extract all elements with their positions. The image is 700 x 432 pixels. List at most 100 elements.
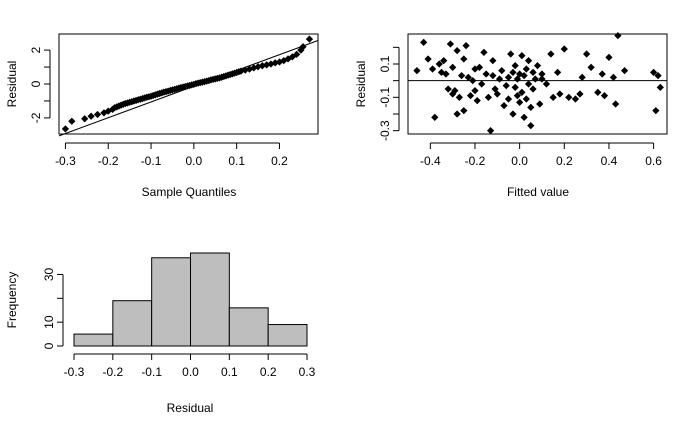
residual-point xyxy=(529,85,537,93)
qq-plot-frame xyxy=(58,33,319,135)
qq-y-tick-label: 2 xyxy=(29,46,43,53)
residual-point xyxy=(522,65,530,73)
residual-point xyxy=(531,75,539,83)
residual-point xyxy=(473,97,481,105)
residual-point xyxy=(457,72,466,80)
residual-point xyxy=(654,72,662,80)
residual-point xyxy=(413,67,421,75)
histogram-bar xyxy=(267,324,308,347)
qq-y-tick-label: 0 xyxy=(29,80,43,87)
qq-x-tick-label: -0.1 xyxy=(141,154,162,168)
residual-point xyxy=(431,113,439,121)
residual-point xyxy=(466,92,475,100)
fitted-x-tick-label: 0.6 xyxy=(645,154,662,168)
residual-point xyxy=(612,100,620,108)
residual-point xyxy=(527,103,535,111)
residual-point xyxy=(620,67,629,75)
histogram-x-tick-label: -0.3 xyxy=(64,365,85,379)
residual-point xyxy=(460,107,468,115)
qq-x-tick-label: -0.2 xyxy=(98,154,119,168)
residual-point xyxy=(518,88,526,96)
qq-point xyxy=(87,112,95,120)
histogram-x-tick-label: 0.2 xyxy=(260,365,277,379)
residual-point xyxy=(516,98,524,106)
histogram-y-tick-label: 0 xyxy=(42,342,56,349)
histogram-bar xyxy=(151,257,192,347)
residual-point xyxy=(560,45,568,53)
residual-point xyxy=(484,93,493,101)
fitted-x-tick-label: 0.2 xyxy=(556,154,573,168)
residual-point xyxy=(527,122,535,130)
residual-point xyxy=(504,95,513,103)
residual-point xyxy=(524,57,533,65)
residual-point xyxy=(509,68,517,76)
qq-point xyxy=(61,125,70,133)
residual-point xyxy=(482,70,490,78)
histogram-x-tick-label: 0.3 xyxy=(299,365,316,379)
residual-point xyxy=(520,72,528,80)
residual-point xyxy=(547,50,555,58)
fitted-x-tick-label: -0.4 xyxy=(420,154,441,168)
residual-point xyxy=(522,95,530,103)
residual-point xyxy=(493,90,501,98)
residual-point xyxy=(491,85,499,93)
residual-vs-fitted-panel: -0.4 -0.2 0.0 0.2 0.4 0.6 -0.3 -0.1 0.1 Fitted … xyxy=(354,32,668,199)
histogram-bar xyxy=(112,300,153,347)
residual-point xyxy=(600,92,609,100)
residual-point xyxy=(513,75,522,83)
residual-point xyxy=(509,110,517,118)
residual-point xyxy=(533,62,542,70)
qq-point xyxy=(305,35,314,43)
histogram-bar xyxy=(73,333,114,347)
residual-point xyxy=(442,70,450,78)
residual-point xyxy=(582,50,591,58)
qq-y-tick-label: -2 xyxy=(29,112,43,123)
residual-point xyxy=(556,90,564,98)
qq-x-tick-label: -0.3 xyxy=(55,154,76,168)
fitted-y-tick-label: 0.1 xyxy=(378,55,392,72)
histogram-y-tick-label: 30 xyxy=(42,267,56,281)
residual-point xyxy=(440,57,448,65)
qq-point xyxy=(93,110,102,119)
residual-point xyxy=(498,67,506,75)
residual-point xyxy=(518,52,526,60)
residual-point xyxy=(511,62,519,70)
residual-point xyxy=(524,80,533,88)
qq-point xyxy=(299,43,307,51)
fitted-x-axis: -0.4 -0.2 0.0 0.2 0.4 0.6 xyxy=(420,142,662,168)
residual-point xyxy=(565,93,573,101)
residual-point xyxy=(578,73,586,81)
residual-point xyxy=(553,68,562,76)
residual-point xyxy=(420,38,428,46)
residual-point xyxy=(571,95,580,103)
residual-point xyxy=(500,102,508,110)
residual-point xyxy=(464,73,472,81)
residual-point xyxy=(549,93,557,101)
qq-y-axis-label: Residual xyxy=(5,61,19,108)
residual-point xyxy=(536,100,544,108)
residual-point xyxy=(435,60,443,68)
residual-point xyxy=(475,63,484,71)
residual-point xyxy=(614,32,622,40)
residual-point xyxy=(471,87,479,95)
residual-point xyxy=(462,42,470,50)
fitted-y-tick-label: -0.1 xyxy=(378,87,392,108)
residual-point xyxy=(652,107,660,115)
residual-point xyxy=(478,80,486,88)
residual-point xyxy=(428,65,437,73)
residual-point xyxy=(451,87,459,95)
residual-vs-fitted-frame xyxy=(407,33,668,135)
residual-point xyxy=(449,63,457,71)
residual-point xyxy=(520,113,528,121)
residual-point xyxy=(502,82,510,90)
qq-point xyxy=(68,117,76,125)
histogram-y-axis: 0 10 30 xyxy=(42,267,64,349)
fitted-y-axis: -0.3 -0.1 0.1 xyxy=(378,46,400,141)
qq-x-tick-label: 0.0 xyxy=(186,154,203,168)
qq-point xyxy=(81,115,89,123)
histogram-y-tick-label: 10 xyxy=(42,315,56,329)
fitted-y-tick-label: -0.3 xyxy=(378,120,392,141)
residual-point xyxy=(480,48,488,56)
residual-point xyxy=(460,55,468,63)
